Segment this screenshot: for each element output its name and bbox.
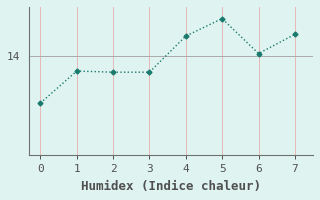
X-axis label: Humidex (Indice chaleur): Humidex (Indice chaleur) [81, 180, 261, 193]
